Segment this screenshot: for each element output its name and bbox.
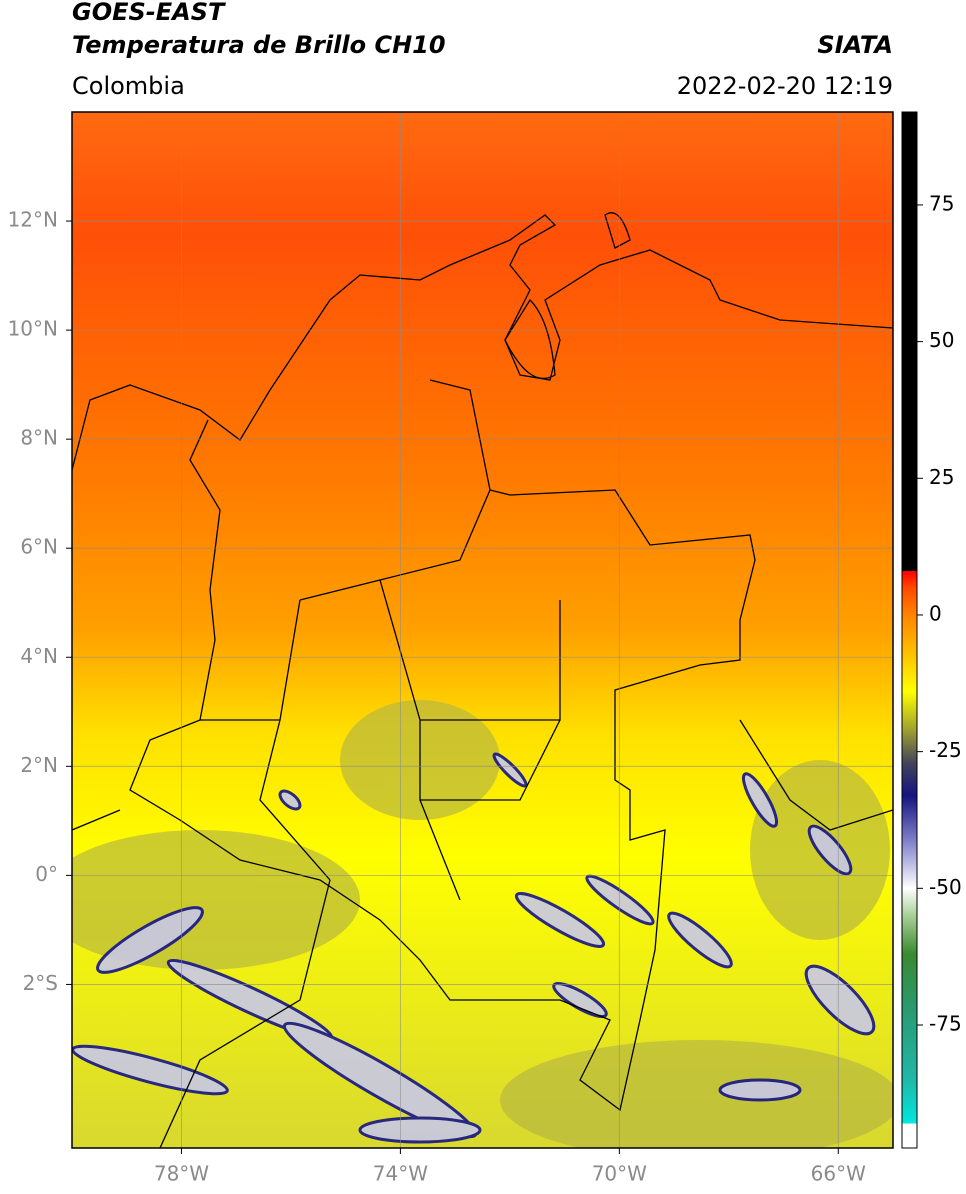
grid xyxy=(72,112,893,1148)
borders xyxy=(72,212,893,1148)
colorbar-tick-label: -25 xyxy=(929,738,962,762)
region: Colombia xyxy=(72,72,185,100)
y-tick-label: 4°N xyxy=(20,644,58,668)
colorbar-tick-label: 50 xyxy=(929,328,954,352)
y-tick-label: 2°S xyxy=(23,971,58,995)
colorbar-tick-label: 0 xyxy=(929,601,942,625)
subtitle: Temperatura de Brillo CH10 xyxy=(72,31,446,59)
y-tick-label: 8°N xyxy=(20,426,58,450)
map-frame xyxy=(71,111,894,1149)
colorbar xyxy=(901,111,918,1149)
x-tick-label: 66°W xyxy=(811,1162,866,1186)
y-tick-label: 12°N xyxy=(8,208,58,232)
source: SIATA xyxy=(817,31,893,59)
colorbar-tick-label: -50 xyxy=(929,875,962,899)
x-tick-label: 74°W xyxy=(373,1162,428,1186)
y-tick-label: 2°N xyxy=(20,753,58,777)
y-tick-label: 6°N xyxy=(20,535,58,559)
x-tick-label: 78°W xyxy=(154,1162,209,1186)
colorbar-tick-label: 25 xyxy=(929,465,954,489)
x-tick-label: 70°W xyxy=(592,1162,647,1186)
timestamp: 2022-02-20 12:19 xyxy=(677,72,893,100)
map-image xyxy=(72,112,893,1148)
title: GOES-EAST xyxy=(72,0,226,26)
y-tick-label: 0° xyxy=(35,862,58,886)
y-tick-label: 10°N xyxy=(8,317,58,341)
colorbar-tick-label: -75 xyxy=(929,1011,962,1035)
colorbar-tick-label: 75 xyxy=(929,191,954,215)
